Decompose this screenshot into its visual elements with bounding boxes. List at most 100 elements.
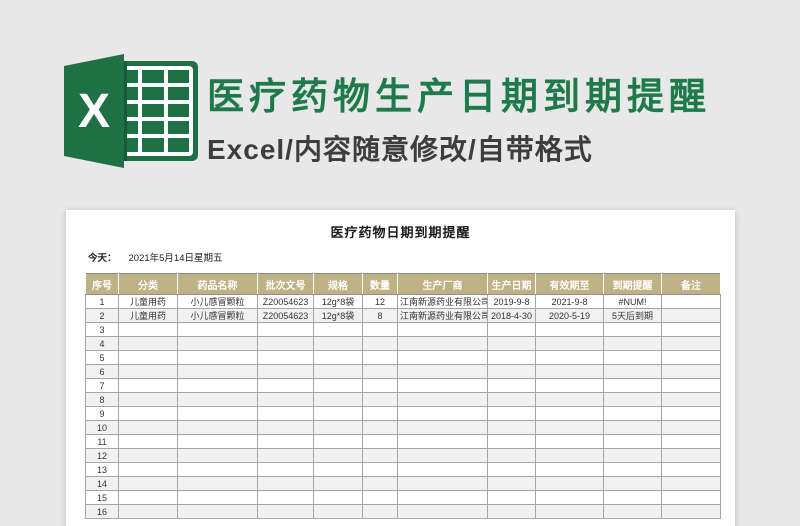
table-cell — [362, 434, 398, 449]
table-cell: 2018-4-30 — [487, 308, 536, 323]
table-cell — [661, 378, 721, 393]
table-cell — [397, 350, 488, 365]
table-cell — [487, 462, 536, 477]
today-label: 今天： — [88, 253, 117, 264]
table-cell — [661, 322, 721, 337]
table-cell — [118, 392, 178, 407]
table-cell: 江南新源药业有限公司 — [397, 308, 488, 323]
table-cell — [661, 406, 721, 421]
table-cell — [397, 322, 488, 337]
table-cell — [257, 350, 314, 365]
table-cell — [535, 448, 604, 463]
table-cell: 12 — [362, 294, 398, 309]
row-number-cell: 1 — [85, 294, 119, 309]
table-cell — [257, 378, 314, 393]
column-header: 分类 — [118, 273, 178, 295]
table-row: 4 — [85, 336, 721, 351]
column-header: 药品名称 — [177, 273, 258, 295]
table-cell — [487, 504, 536, 519]
table-row: 12 — [85, 448, 721, 463]
table-cell — [535, 350, 604, 365]
table-cell — [118, 336, 178, 351]
table-cell — [257, 462, 314, 477]
table-cell — [603, 406, 662, 421]
table-cell — [487, 392, 536, 407]
table-cell — [661, 504, 721, 519]
row-number-cell: 3 — [85, 322, 119, 337]
table-cell — [177, 434, 258, 449]
table-cell — [397, 476, 488, 491]
table-cell — [177, 364, 258, 379]
column-header: 生产日期 — [487, 273, 536, 295]
table-cell: 12g*8袋 — [313, 294, 363, 309]
table-cell — [313, 336, 363, 351]
table-cell: 2021-9-8 — [535, 294, 604, 309]
table-cell — [118, 350, 178, 365]
table-cell — [257, 476, 314, 491]
table-cell — [313, 434, 363, 449]
table-cell — [362, 448, 398, 463]
table-cell — [362, 504, 398, 519]
table-cell — [362, 336, 398, 351]
column-header: 备注 — [661, 273, 721, 295]
table-cell — [397, 420, 488, 435]
table-cell — [257, 434, 314, 449]
table-cell — [362, 490, 398, 505]
table-cell — [603, 448, 662, 463]
table-cell — [177, 336, 258, 351]
table-cell — [177, 350, 258, 365]
table-cell — [362, 378, 398, 393]
table-cell — [535, 420, 604, 435]
table-cell — [362, 462, 398, 477]
table-cell — [603, 420, 662, 435]
table-cell — [177, 462, 258, 477]
table-cell — [313, 490, 363, 505]
table-cell — [257, 392, 314, 407]
table-cell — [603, 350, 662, 365]
table-cell — [313, 350, 363, 365]
table-cell — [661, 364, 721, 379]
table-cell — [397, 406, 488, 421]
table-cell — [397, 364, 488, 379]
table-cell — [118, 434, 178, 449]
table-cell — [397, 462, 488, 477]
today-line: 今天： 2021年5月14日星期五 — [88, 250, 735, 264]
table-cell — [177, 504, 258, 519]
table-row: 15 — [85, 490, 721, 505]
table-cell — [603, 392, 662, 407]
table-cell — [535, 392, 604, 407]
table-cell — [257, 420, 314, 435]
table-cell — [535, 378, 604, 393]
table-cell: 5天后到期 — [603, 308, 662, 323]
table-cell — [487, 406, 536, 421]
table-row: 1 儿童用药 小儿感冒颗粒 Z20054623 12g*8袋 12 江南新源药业有限公司 20… — [85, 294, 721, 309]
table-row: 8 — [85, 392, 721, 407]
spreadsheet-preview-card: 医疗药物日期到期提醒 今天： 2021年5月14日星期五 序号 分类 药品名称 批次文… — [66, 210, 735, 526]
column-header: 数量 — [362, 273, 398, 295]
table-row: 5 — [85, 350, 721, 365]
table-row: 10 — [85, 420, 721, 435]
table-cell — [177, 392, 258, 407]
table-cell — [535, 490, 604, 505]
table-cell — [118, 462, 178, 477]
table-cell — [362, 476, 398, 491]
table-cell — [118, 476, 178, 491]
banner-title: 医疗药物生产日期到期提醒 — [207, 76, 711, 117]
table-cell: 2020-5-19 — [535, 308, 604, 323]
table-cell — [397, 434, 488, 449]
promo-banner: X 医疗药物生产日期到期提醒 Excel/内容随意修改/自带格式 — [0, 0, 800, 200]
table-cell — [487, 476, 536, 491]
sheet-title: 医疗药物日期到期提醒 — [330, 225, 471, 240]
table-cell — [535, 364, 604, 379]
row-number-cell: 14 — [85, 476, 119, 491]
table-cell — [603, 336, 662, 351]
table-cell — [362, 392, 398, 407]
table-cell — [362, 322, 398, 337]
table-cell — [603, 434, 662, 449]
row-number-cell: 6 — [85, 364, 119, 379]
row-number-cell: 9 — [85, 406, 119, 421]
table-row: 2 儿童用药 小儿感冒颗粒 Z20054623 12g*8袋 8 江南新源药业有限公司 201… — [85, 308, 721, 323]
table-cell — [313, 378, 363, 393]
table-cell — [257, 364, 314, 379]
table-cell — [397, 336, 488, 351]
